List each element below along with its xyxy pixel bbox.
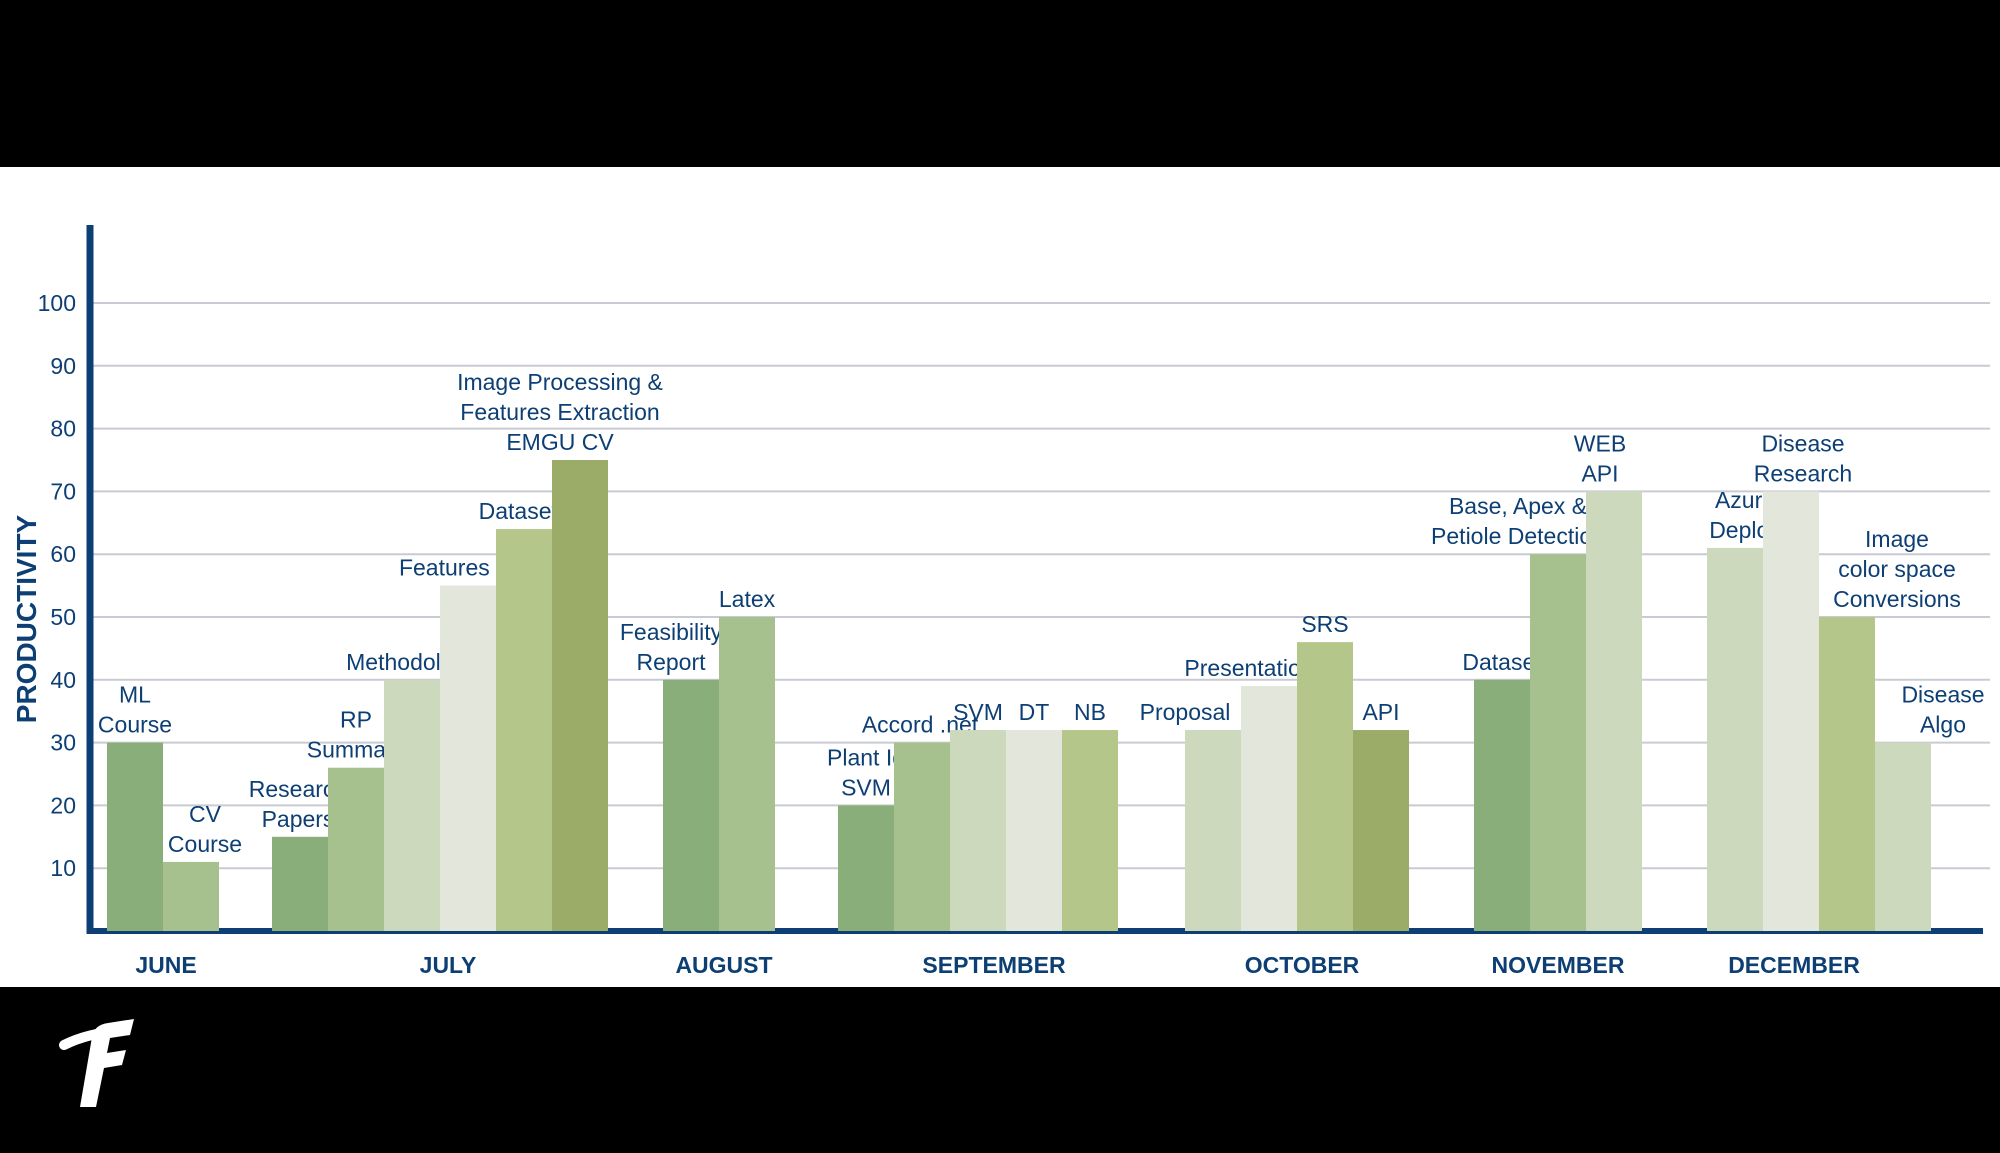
y-tick-label: 50 — [50, 604, 76, 630]
bar — [552, 460, 608, 931]
x-month-label: JUNE — [135, 952, 196, 978]
bar — [440, 585, 496, 931]
bar-label: RP — [340, 707, 372, 733]
bar-label: DT — [1019, 699, 1050, 725]
bar-label: WEB — [1574, 430, 1626, 456]
bar-label: Course — [98, 712, 172, 738]
y-tick-label: 10 — [50, 855, 76, 881]
bar-label: Plant Id — [827, 744, 905, 770]
bar-label: Latex — [719, 586, 776, 612]
bar — [328, 767, 384, 931]
bar — [1586, 491, 1642, 931]
x-month-label: OCTOBER — [1245, 952, 1360, 978]
bar-label: Algo — [1920, 712, 1966, 738]
bar — [272, 836, 328, 931]
bar — [1006, 730, 1062, 931]
bar — [950, 730, 1006, 931]
bar — [894, 742, 950, 931]
bar — [496, 529, 552, 931]
bar-label: color space — [1838, 556, 1956, 582]
bar — [1763, 491, 1819, 931]
bar — [1819, 617, 1875, 931]
y-axis-title: PRODUCTIVITY — [11, 514, 42, 723]
y-tick-label: 70 — [50, 478, 76, 504]
x-month-label: SEPTEMBER — [922, 952, 1066, 978]
brand-f-logo-icon — [59, 1019, 134, 1107]
y-tick-label: 20 — [50, 792, 76, 818]
bar-label: Papers — [262, 806, 335, 832]
productivity-chart: 10 20 30 40 50 60 70 80 90 100 PRODUCTIVITY ML Cours… — [11, 225, 1990, 978]
bar-label: SVM — [841, 774, 891, 800]
bar-label: Base, Apex & — [1449, 493, 1587, 519]
y-tick-label: 90 — [50, 353, 76, 379]
x-month-label: DECEMBER — [1728, 952, 1860, 978]
bar — [1062, 730, 1118, 931]
bar-label: Feasibility — [620, 619, 723, 645]
y-tick-label: 80 — [50, 416, 76, 442]
bar — [1530, 554, 1586, 931]
bar-label: Features Extraction — [460, 399, 659, 425]
bar-label: Image Processing & — [457, 369, 663, 395]
bar-label: ML — [119, 682, 151, 708]
bar — [1353, 730, 1409, 931]
bar-label: Report — [636, 649, 706, 675]
bar-label: Conversions — [1833, 586, 1961, 612]
bar — [1185, 730, 1241, 931]
y-tick-label: 30 — [50, 730, 76, 756]
bar-label: SVM — [953, 699, 1003, 725]
bar-label: Research — [1754, 460, 1852, 486]
bar-label: Dataset — [1462, 649, 1542, 675]
chart-panel: 10 20 30 40 50 60 70 80 90 100 PRODUCTIVITY ML Cours… — [0, 167, 2000, 987]
bar — [1474, 679, 1530, 931]
bar-label: Disease — [1761, 430, 1844, 456]
bar-label: API — [1362, 699, 1399, 725]
bar — [384, 679, 440, 931]
bar-label: SRS — [1301, 611, 1348, 637]
bar-label: Disease — [1901, 682, 1984, 708]
bar-label: Image — [1865, 526, 1929, 552]
bar — [663, 679, 719, 931]
bar-label: NB — [1074, 699, 1106, 725]
x-month-label: AUGUST — [675, 952, 772, 978]
bar — [1297, 642, 1353, 931]
bar — [838, 805, 894, 931]
bar — [719, 617, 775, 931]
bar-label: EMGU CV — [506, 429, 614, 455]
bar — [1241, 686, 1297, 931]
bar-label: Course — [168, 831, 242, 857]
bar-label: Proposal — [1140, 699, 1231, 725]
x-month-label: JULY — [420, 952, 477, 978]
bar — [163, 861, 219, 931]
y-tick-label: 60 — [50, 541, 76, 567]
bar-label: Presentation — [1184, 655, 1313, 681]
y-tick-label: 100 — [38, 290, 76, 316]
bar-label: Petiole Detection — [1431, 523, 1605, 549]
bar — [1875, 742, 1931, 931]
bar — [107, 742, 163, 931]
y-tick-label: 40 — [50, 667, 76, 693]
bar-label: CV — [189, 801, 222, 827]
x-month-label: NOVEMBER — [1492, 952, 1625, 978]
bar — [1707, 547, 1763, 931]
bar-label: API — [1581, 460, 1618, 486]
